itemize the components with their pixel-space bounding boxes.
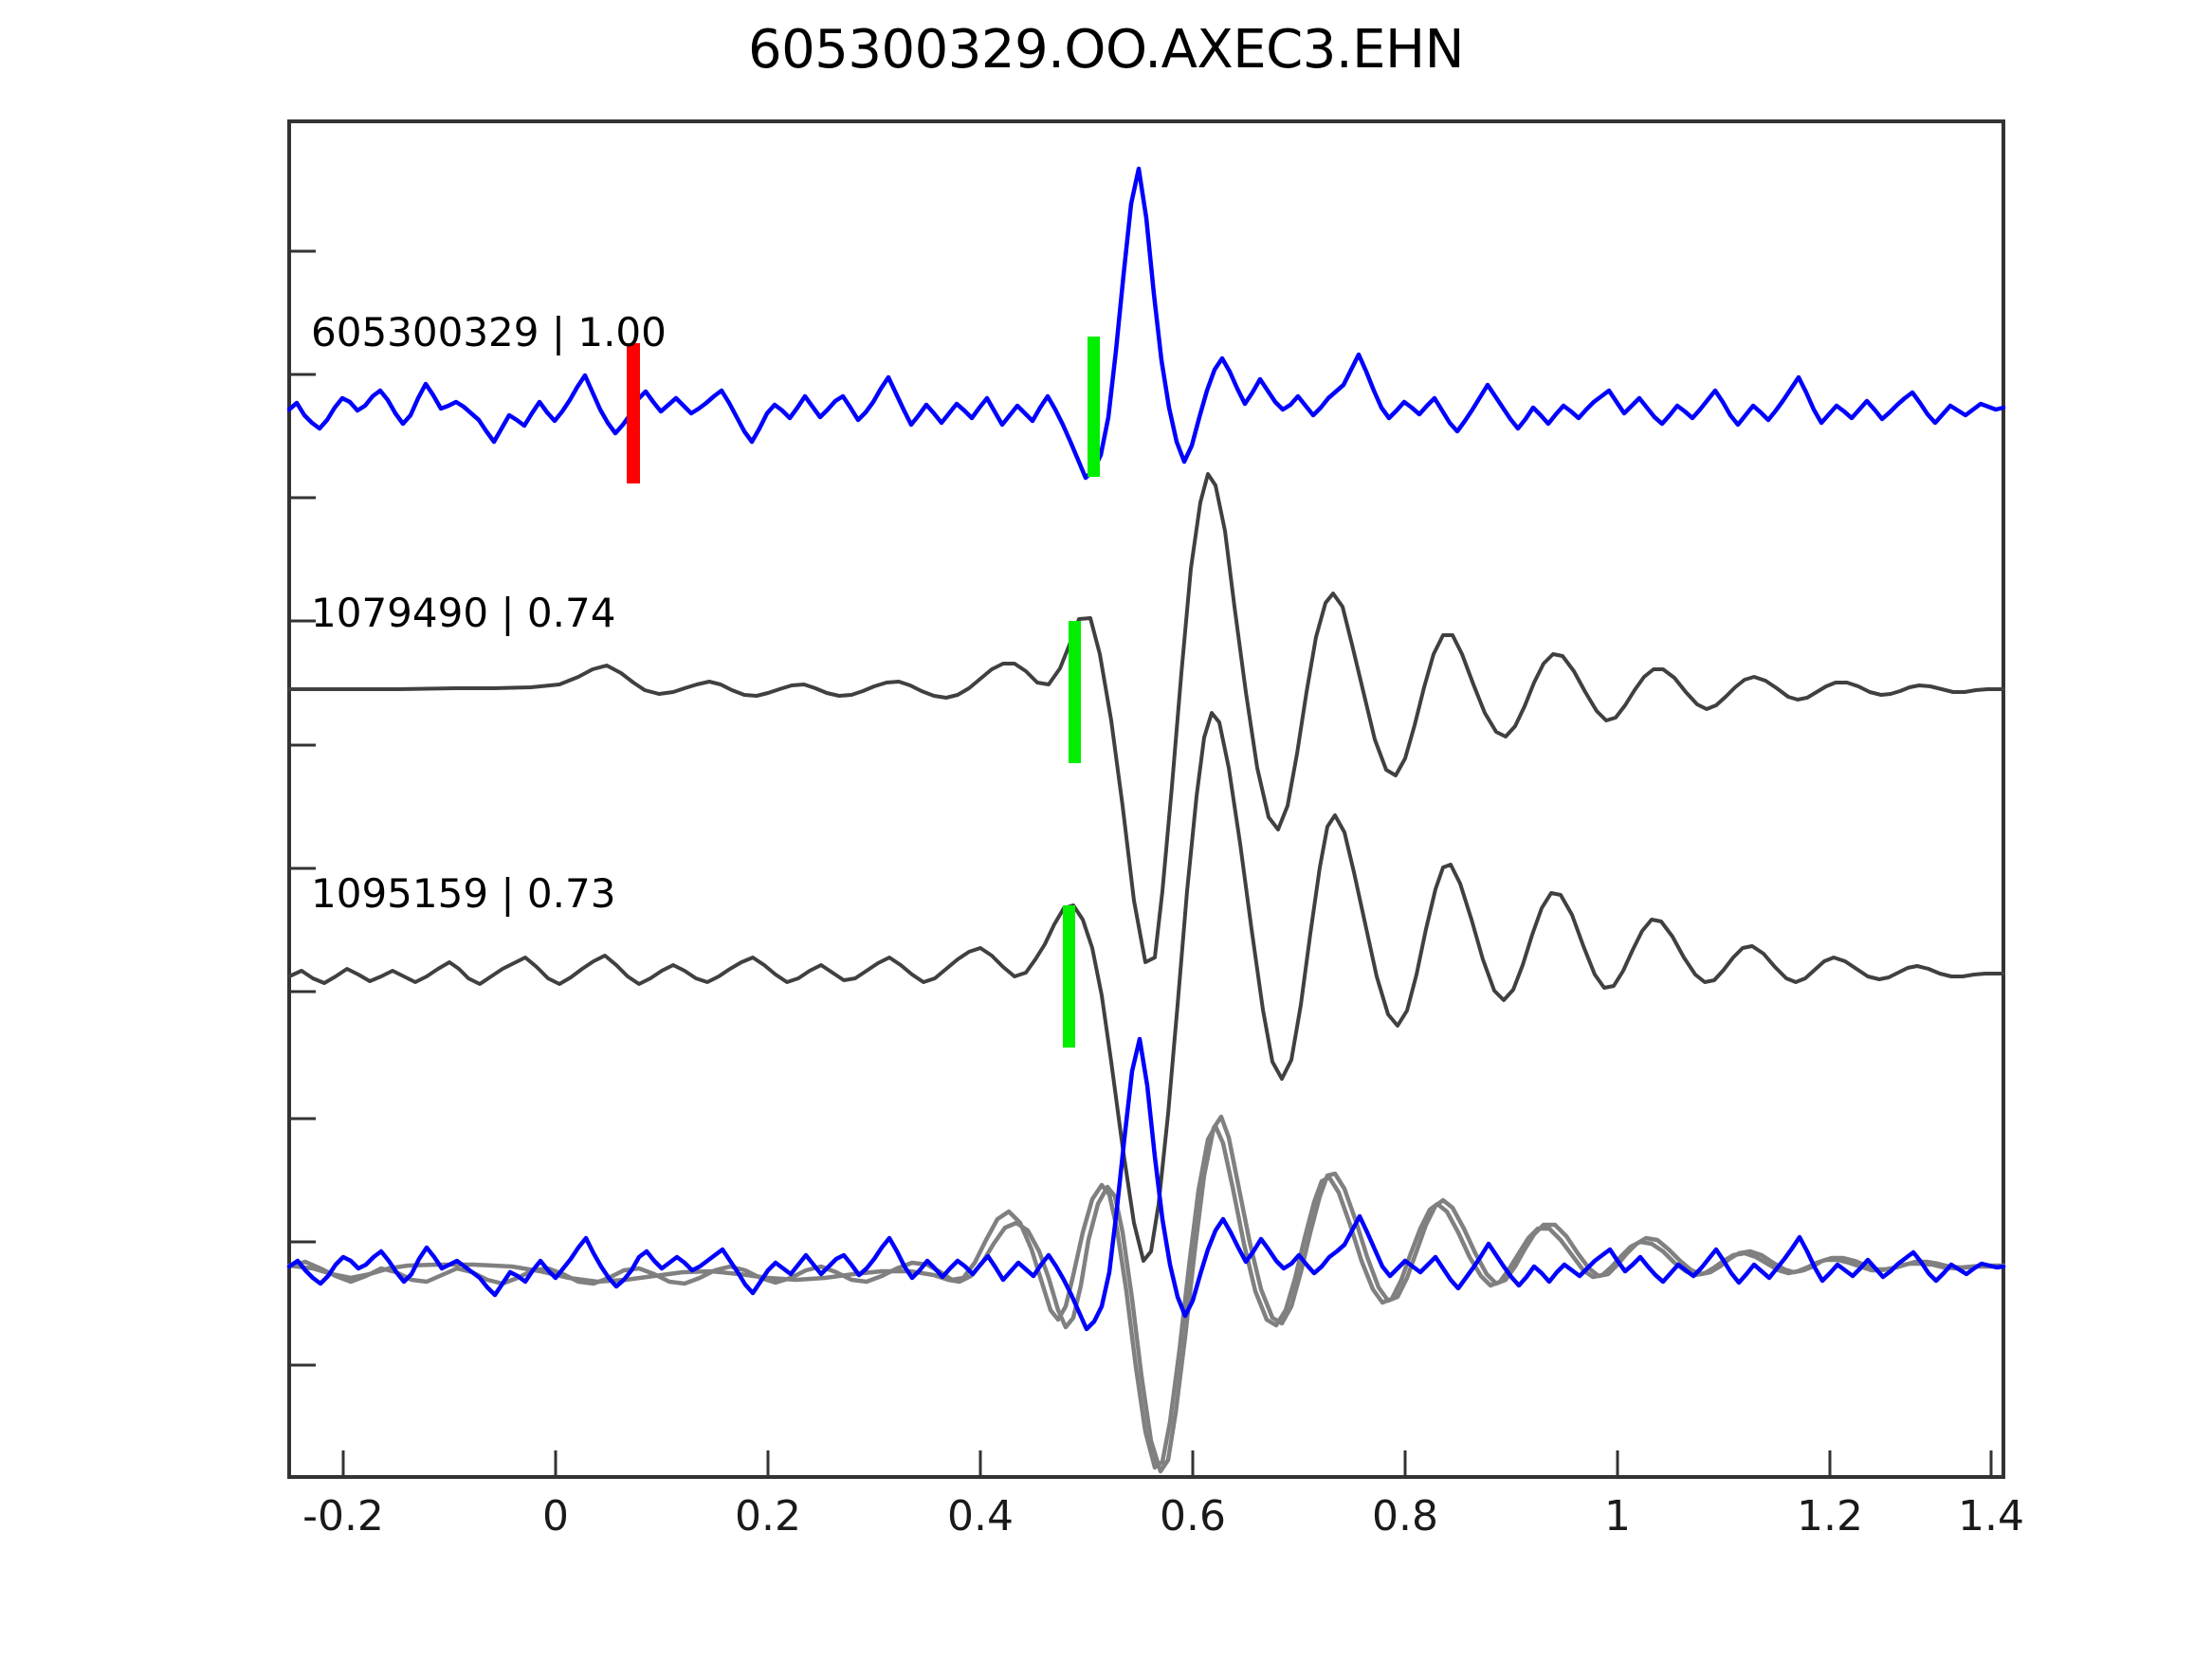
align-marker-green-trace1 [1069,621,1081,763]
y-tick-marks [289,249,316,1367]
x-tick-label-8: 1.4 [1958,1492,2024,1540]
align-marker-green-trace0 [1088,337,1100,477]
page-title: 605300329.OO.AXEC3.EHN [747,19,1465,81]
x-tick-label-5: 0.8 [1372,1492,1438,1540]
trace-1095159 [287,711,2005,1263]
axes-frame [287,119,2005,1479]
x-tick-label-4: 0.6 [1160,1492,1226,1540]
x-tick-label-3: 0.4 [947,1492,1014,1540]
trace-label-1095159: 1095159 | 0.73 [311,870,616,917]
x-tick-label-0: -0.2 [302,1492,384,1540]
x-tick-label-7: 1.2 [1797,1492,1863,1540]
align-marker-green-trace2 [1063,905,1075,1048]
overlay-gray-1095159 [286,1123,2006,1470]
x-tick-marks [341,1450,1993,1477]
overlay-gray-1079490 [286,1114,2006,1474]
pick-marker-red [627,343,640,483]
overlay-blue-605300329 [286,1036,2006,1332]
x-tick-label-1: 0 [542,1492,569,1540]
x-tick-label-6: 1 [1604,1492,1631,1540]
trace-1079490 [287,472,2005,964]
trace-605300329 [286,166,2006,481]
x-tick-label-2: 0.2 [735,1492,801,1540]
trace-label-605300329: 605300329 | 1.00 [311,309,667,356]
trace-label-1079490: 1079490 | 0.74 [311,590,616,636]
